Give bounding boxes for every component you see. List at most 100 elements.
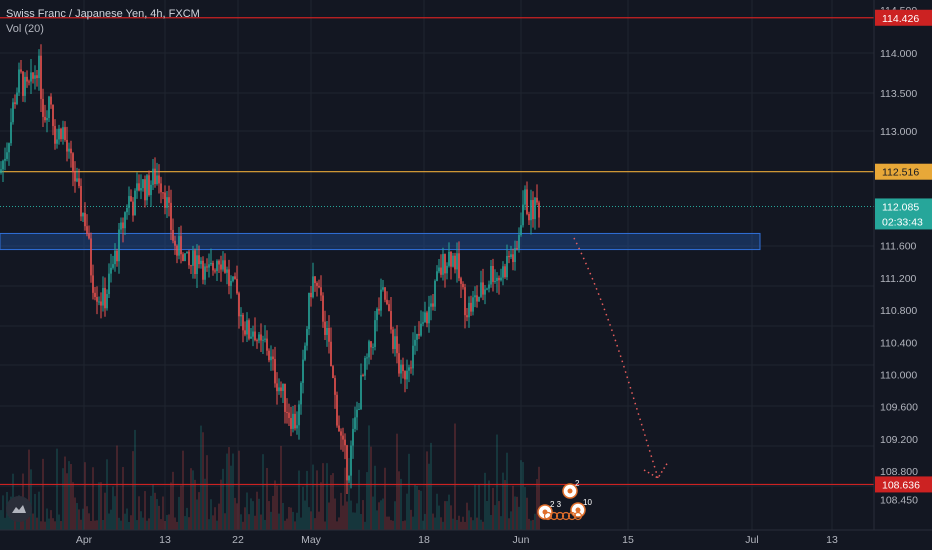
- candle-body: [432, 303, 434, 307]
- candle-body: [254, 331, 256, 341]
- volume-bar: [292, 511, 294, 530]
- time-tick: 22: [232, 534, 244, 546]
- volume-bar: [356, 503, 358, 530]
- candle-body: [462, 283, 464, 288]
- candle-body: [386, 299, 388, 305]
- candle-body: [26, 76, 28, 82]
- candle-body: [84, 212, 86, 227]
- candle-body: [326, 327, 328, 335]
- candle-body: [534, 197, 536, 220]
- time-tick: Jun: [513, 534, 530, 546]
- volume-bar: [256, 491, 258, 530]
- candle-body: [202, 260, 204, 280]
- volume-bar: [156, 499, 158, 530]
- volume-bar: [482, 521, 484, 530]
- volume-bar: [194, 479, 196, 530]
- volume-bar: [96, 520, 98, 530]
- candle-body: [206, 266, 208, 268]
- volume-bar: [490, 515, 492, 530]
- volume-bar: [506, 452, 508, 530]
- candle-body: [38, 55, 40, 79]
- price-tick: 110.000: [880, 370, 917, 382]
- axes: [0, 0, 932, 531]
- volume-bar: [374, 465, 376, 530]
- price-tick: 108.800: [880, 466, 918, 478]
- candle-body: [320, 287, 322, 296]
- volume-bar: [536, 479, 538, 530]
- volume-bar: [456, 519, 458, 530]
- volume-bar: [136, 520, 138, 530]
- volume-bar: [398, 471, 400, 530]
- volume-bar: [276, 485, 278, 530]
- candle-body: [316, 282, 318, 286]
- candle-body: [188, 251, 190, 266]
- candle-body: [58, 128, 60, 140]
- volume-bar: [206, 455, 208, 530]
- candle-body: [250, 336, 252, 339]
- candle-body: [104, 288, 106, 309]
- candle-body: [82, 212, 84, 217]
- volume-bar: [126, 508, 128, 530]
- candle-body: [52, 104, 54, 127]
- candle-body: [418, 333, 420, 336]
- current-price-label: 112.085: [882, 201, 919, 213]
- volume-bar: [412, 516, 414, 530]
- candle-body: [36, 75, 38, 79]
- volume-bar: [386, 516, 388, 530]
- candle-body: [374, 320, 376, 347]
- candle-body: [464, 287, 466, 316]
- candle-body: [80, 186, 82, 217]
- candle-body: [78, 178, 80, 187]
- time-tick: 18: [418, 534, 430, 546]
- volume-indicator-label[interactable]: Vol (20): [6, 23, 44, 35]
- volume-bar: [296, 512, 298, 530]
- volume-bar: [410, 509, 412, 530]
- candle-body: [154, 168, 156, 185]
- volume-bar: [232, 453, 234, 530]
- volume-bar: [40, 521, 42, 530]
- volume-bar: [220, 479, 222, 530]
- volume-bar: [396, 433, 398, 530]
- price-axis-ticks[interactable]: 114.000 113.500 113.000 111.600 111.200 110.8…: [880, 5, 918, 506]
- event-markers[interactable]: 2 2 3 10: [537, 479, 592, 521]
- price-tick: 113.000: [880, 126, 917, 138]
- current-price-label-bg: [875, 198, 932, 215]
- volume-bar: [424, 513, 426, 530]
- candle-body: [278, 387, 280, 392]
- candle-body: [530, 200, 532, 221]
- candle-body: [312, 276, 314, 298]
- candle-body: [314, 276, 316, 283]
- time-tick: Jul: [745, 534, 758, 546]
- volume-bar: [420, 490, 422, 530]
- support-zone[interactable]: [0, 232, 761, 251]
- event-cluster-ring: [573, 511, 583, 521]
- candle-body: [152, 168, 154, 185]
- candle-body: [302, 359, 304, 383]
- volume-bar: [62, 468, 64, 530]
- volume-bar: [222, 468, 224, 530]
- time-axis-ticks[interactable]: Apr 13 22 May 18 Jun 15 Jul 13: [76, 534, 838, 546]
- candle-body: [492, 265, 494, 282]
- price-label-resistance-top: 114.426: [882, 13, 919, 25]
- volume-bar: [106, 459, 108, 530]
- volume-bar: [336, 521, 338, 530]
- volume-bar: [72, 482, 74, 530]
- candle-body: [256, 340, 258, 342]
- projection-arrow[interactable]: [573, 237, 669, 480]
- volume-bar: [376, 510, 378, 530]
- volume-bar: [224, 513, 226, 530]
- volume-bar: [70, 464, 72, 530]
- candle-body: [124, 212, 126, 229]
- candle-body: [16, 92, 18, 104]
- candle-body: [282, 383, 284, 391]
- volume-bar: [90, 520, 92, 530]
- volume-bar: [442, 521, 444, 530]
- volume-bar: [38, 491, 40, 530]
- candle-body: [344, 439, 346, 446]
- volume-bar: [44, 521, 46, 530]
- candle-body: [40, 55, 42, 99]
- volume-bar: [408, 453, 410, 530]
- horizontal-levels[interactable]: [0, 17, 874, 486]
- tradingview-logo-icon[interactable]: [6, 496, 32, 522]
